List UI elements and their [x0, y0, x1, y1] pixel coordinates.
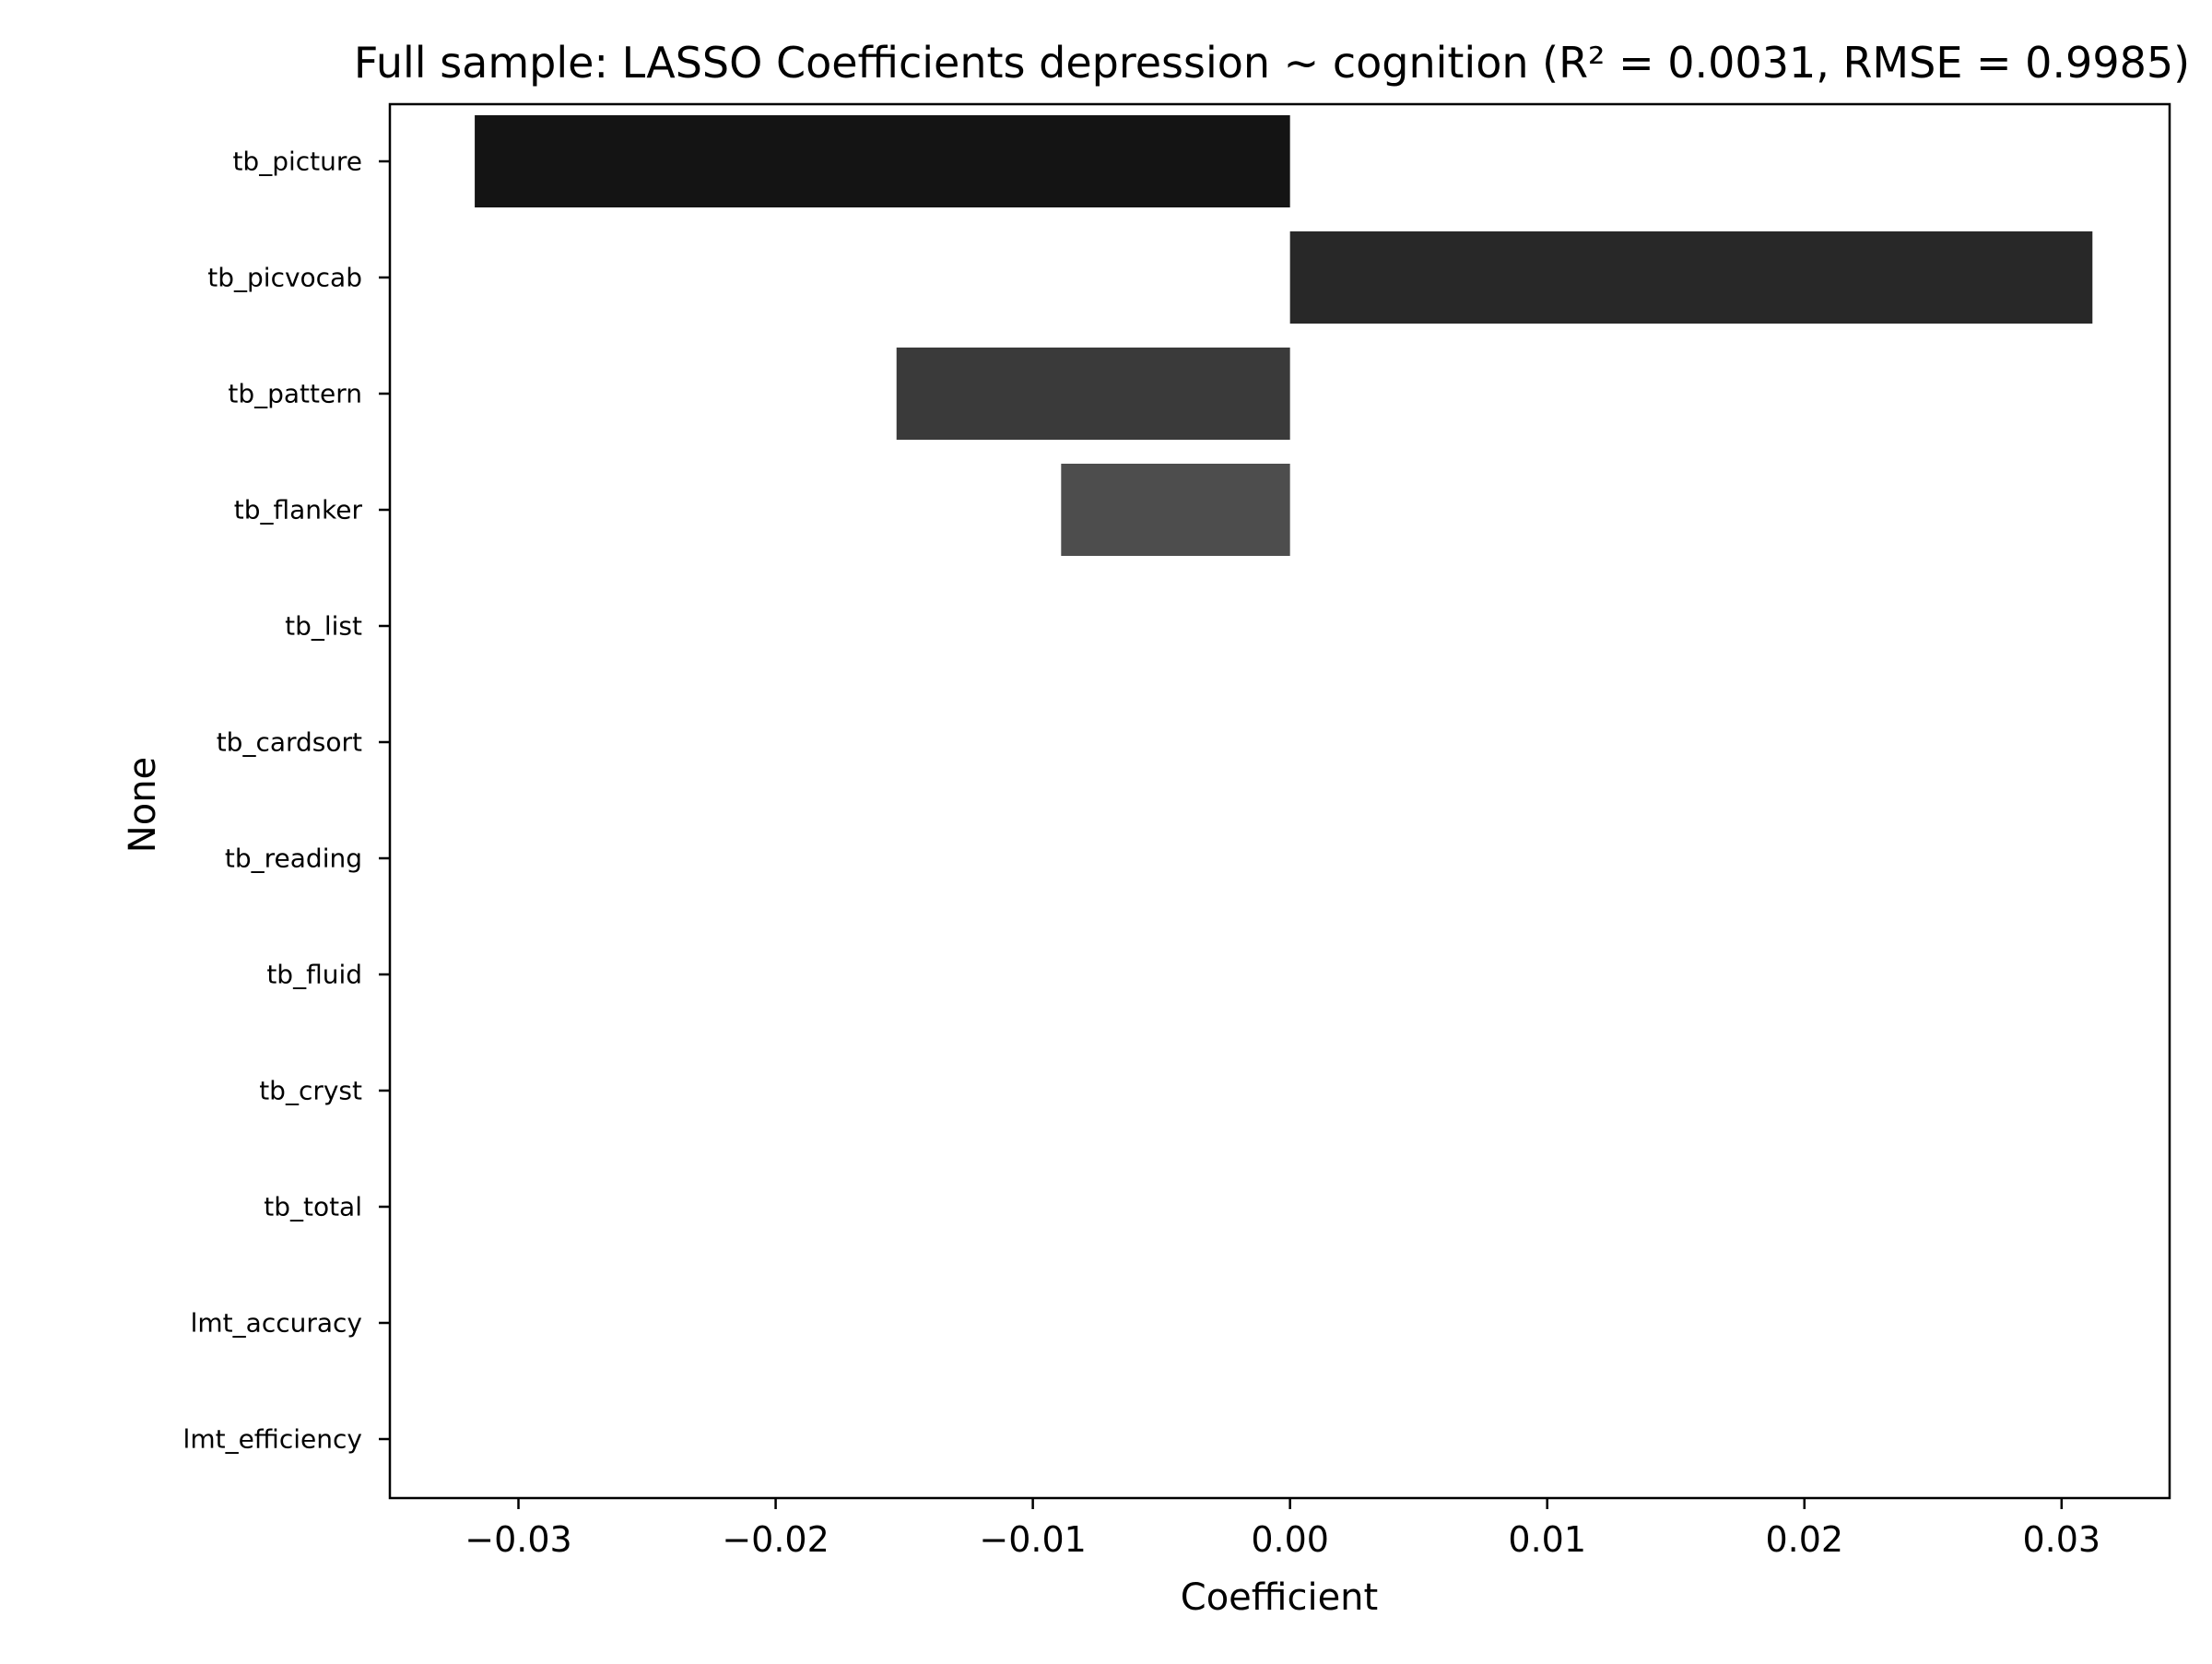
y-tick-label: tb_flanker: [234, 495, 363, 525]
x-tick-label: 0.00: [1251, 1519, 1329, 1560]
x-axis-label: Coefficient: [1181, 1576, 1378, 1619]
x-axis: −0.03 −0.02 −0.01 0.00 0.01 0.02 0.03: [465, 1498, 2100, 1560]
y-tick-label: lmt_efficiency: [183, 1424, 362, 1455]
y-tick-label: tb_reading: [225, 844, 362, 874]
y-tick-label: tb_total: [264, 1192, 362, 1222]
bar-tb_flanker: [1061, 464, 1290, 556]
y-tick-label: tb_picvocab: [207, 263, 362, 293]
bar-tb_picvocab: [1289, 231, 2093, 324]
y-tick-label: tb_list: [285, 611, 362, 642]
y-axis-label: None: [122, 757, 164, 853]
x-tick-label: −0.03: [465, 1519, 571, 1560]
chart-title: Full sample: LASSO Coefficients depressi…: [354, 38, 2190, 88]
bars-layer: [475, 115, 2093, 556]
x-tick-label: 0.02: [1765, 1519, 1843, 1560]
bar-tb_pattern: [896, 348, 1290, 440]
bar-tb_picture: [475, 115, 1290, 207]
y-tick-label: tb_cryst: [259, 1076, 362, 1106]
x-tick-label: 0.03: [2022, 1519, 2100, 1560]
plot-area-frame: [388, 102, 2171, 1500]
y-tick-label: tb_fluid: [266, 960, 362, 990]
y-tick-label: tb_cardsort: [217, 727, 362, 758]
y-tick-label: lmt_accuracy: [191, 1308, 362, 1339]
y-axis: tb_picture tb_picvocab tb_pattern tb_flanke…: [183, 147, 390, 1455]
x-tick-label: 0.01: [1508, 1519, 1586, 1560]
x-tick-label: −0.01: [979, 1519, 1086, 1560]
y-tick-label: tb_pattern: [228, 379, 362, 409]
y-tick-label: tb_picture: [232, 147, 362, 177]
x-tick-label: −0.02: [722, 1519, 829, 1560]
